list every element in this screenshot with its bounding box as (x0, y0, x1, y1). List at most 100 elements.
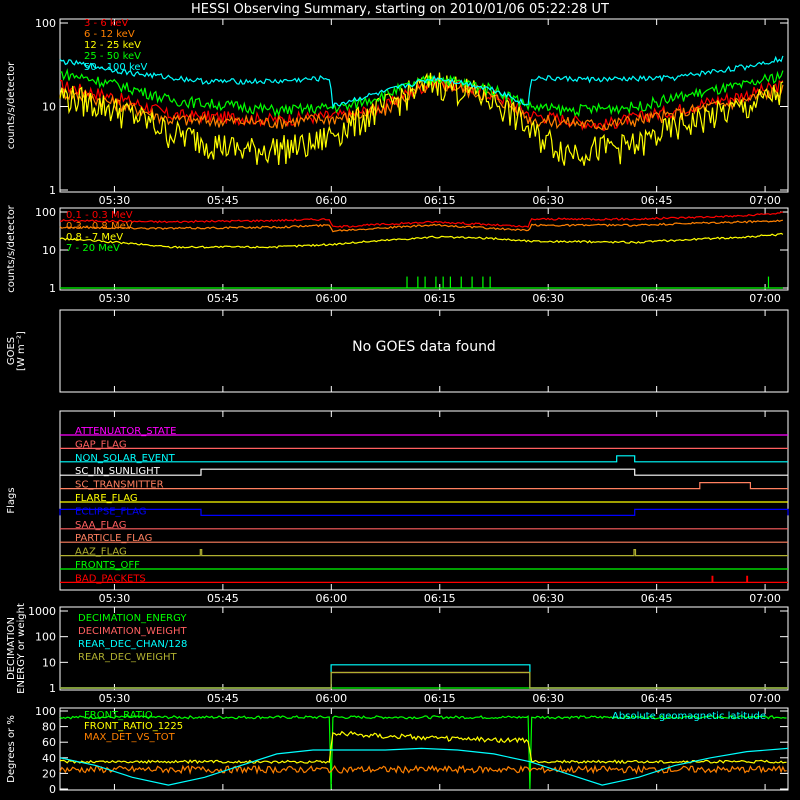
flag-label: SC_TRANSMITTER (75, 480, 164, 491)
x-tick-label: 06:15 (424, 292, 456, 305)
legend-entry: 0.1 - 0.3 MeV (66, 210, 133, 221)
legend-entry: MAX_DET_VS_TOT (84, 732, 176, 743)
flag-label: SC_IN_SUNLIGHT (75, 466, 161, 477)
x-tick-label: 05:45 (207, 692, 239, 705)
flag-line (59, 508, 789, 516)
x-tick-label: 07:00 (749, 592, 781, 605)
y-tick-label: 10 (42, 656, 56, 669)
x-tick-label: 06:15 (424, 692, 456, 705)
y-tick-label: 60 (42, 736, 56, 749)
flag-label: PARTICLE_FLAG (75, 533, 152, 544)
x-tick-label: 06:00 (315, 292, 347, 305)
y-tick-label: 1 (49, 184, 56, 197)
axis-ticks: 05:30 05:45 06:00 06:15 06:30 06:45 07:00 05:30… (6, 17, 788, 796)
legend-entry: 3 - 6 keV (84, 18, 128, 29)
x-tick-label: 06:00 (315, 592, 347, 605)
flag-label: AAZ_FLAG (75, 547, 127, 558)
legend-entry: FRONT_RATIO_1225 (84, 721, 183, 732)
x-tick-label: 05:30 (99, 592, 131, 605)
x-tick-label: 05:30 (99, 292, 131, 305)
figure-title: HESSI Observing Summary, starting on 201… (191, 2, 609, 17)
legend-entry: REAR_DEC_WEIGHT (78, 652, 177, 663)
panel-frame-1 (59, 207, 789, 291)
flag-line (60, 482, 788, 490)
series-line (59, 232, 784, 249)
flag-line (60, 575, 788, 583)
y-axis-label: DECIMATION (6, 617, 17, 680)
y-axis-label: Flags (6, 487, 17, 513)
series-line (59, 211, 783, 229)
legend-entry: 25 - 50 keV (84, 51, 141, 62)
flag-line (60, 468, 788, 476)
legend-entry: 12 - 25 keV (84, 40, 141, 51)
y-tick-label: 100 (35, 206, 56, 219)
y-tick-label: 100 (35, 705, 56, 718)
flag-label: ECLIPSE_FLAG (75, 506, 146, 517)
y-axis-label: [W m⁻²] (16, 331, 27, 371)
series-line (59, 76, 784, 132)
flag-line (60, 549, 788, 557)
y-tick-label: 10 (42, 101, 56, 114)
y-axis-label: GOES (6, 337, 17, 365)
x-tick-label: 05:45 (207, 194, 239, 207)
x-tick-label: 06:45 (641, 194, 673, 207)
flag-label: BAD_PACKETS (75, 573, 146, 584)
y-tick-label: 100 (35, 17, 56, 30)
panel-frame-2 (59, 309, 789, 393)
series-line (59, 68, 784, 118)
x-tick-label: 06:45 (641, 292, 673, 305)
x-tick-label: 05:30 (99, 194, 131, 207)
legend-entry: REAR_DEC_CHAN/128 (78, 639, 187, 650)
x-tick-label: 06:15 (424, 194, 456, 207)
x-tick-label: 06:00 (315, 194, 347, 207)
legend-entry: 50 - 100 keV (84, 62, 148, 73)
x-tick-label: 07:00 (749, 292, 781, 305)
series-line (59, 219, 784, 233)
flag-label: GAP_FLAG (75, 439, 127, 450)
x-tick-label: 06:30 (532, 292, 564, 305)
flag-label: NON_SOLAR_EVENT (75, 453, 176, 464)
legend-entry: 0.8 - 7 MeV (66, 232, 123, 243)
legend-entry: 0.3 - 0.8 MeV (66, 221, 133, 232)
y-axis-label: counts/s/detector (6, 61, 17, 149)
y-tick-label: 1000 (28, 605, 56, 618)
y-tick-label: 10 (42, 244, 56, 257)
chart-marks (59, 55, 789, 790)
series-line (59, 78, 784, 131)
x-tick-label: 06:45 (641, 592, 673, 605)
y-axis-label: ENERGY or weight (16, 603, 27, 694)
legend-entry: FRONT_RATIO (84, 710, 153, 721)
legend-entry: DECIMATION_ENERGY (78, 613, 187, 624)
series-line (60, 671, 788, 689)
series-line (59, 714, 787, 790)
x-tick-label: 07:00 (749, 194, 781, 207)
y-axis-label: counts/s/detector (6, 204, 17, 292)
x-tick-label: 05:45 (207, 592, 239, 605)
y-tick-label: 80 (42, 721, 56, 734)
y-tick-label: 0 (49, 783, 56, 796)
series-line (59, 747, 789, 786)
x-tick-label: 07:00 (749, 692, 781, 705)
y-tick-label: 40 (42, 752, 56, 765)
series-line (59, 730, 787, 765)
x-tick-label: 05:30 (99, 692, 131, 705)
flag-label: ATTENUATOR_STATE (75, 426, 176, 437)
y-tick-label: 1 (49, 682, 56, 695)
flag-label: SAA_FLAG (75, 520, 126, 531)
y-tick-label: 1 (49, 282, 56, 295)
series-line (59, 764, 787, 775)
x-tick-label: 06:30 (532, 592, 564, 605)
x-tick-label: 06:45 (641, 692, 673, 705)
flag-label: FLARE_FLAG (75, 493, 138, 504)
series-line (59, 55, 784, 110)
x-tick-label: 06:30 (532, 692, 564, 705)
x-tick-label: 06:30 (532, 194, 564, 207)
x-tick-label: 06:15 (424, 592, 456, 605)
flag-label: FRONTS_OFF (75, 560, 140, 571)
panel-frame-3 (59, 410, 789, 591)
panel-frame-0 (59, 18, 789, 193)
legend-entry: DECIMATION_WEIGHT (78, 626, 187, 637)
